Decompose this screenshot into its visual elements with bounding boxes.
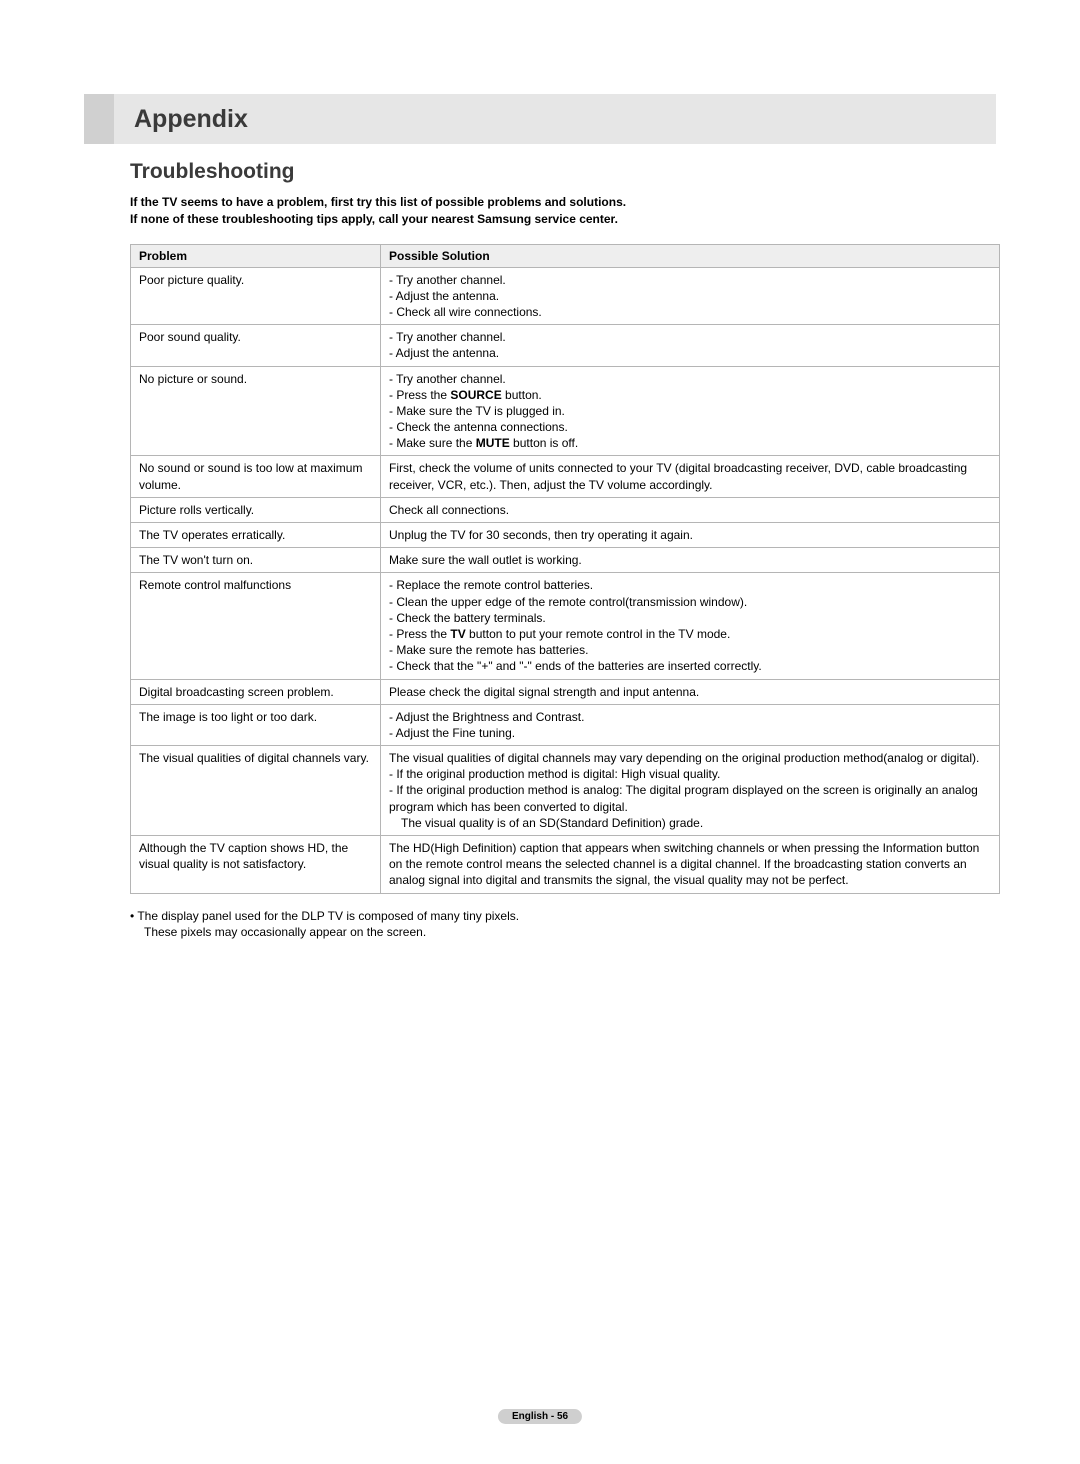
troubleshooting-table: Problem Possible Solution Poor picture q… — [130, 244, 1000, 894]
table-row: Poor sound quality.Try another channel.A… — [131, 325, 1000, 366]
problem-cell: Digital broadcasting screen problem. — [131, 679, 381, 704]
problem-cell: The TV won't turn on. — [131, 548, 381, 573]
problem-cell: Picture rolls vertically. — [131, 497, 381, 522]
solution-cell: Check all connections. — [381, 497, 1000, 522]
solution-cell: The visual qualities of digital channels… — [381, 746, 1000, 836]
table-row: Remote control malfunctionsReplace the r… — [131, 573, 1000, 679]
table-row: The image is too light or too dark.Adjus… — [131, 704, 1000, 745]
solution-cell: Try another channel.Adjust the antenna. — [381, 325, 1000, 366]
problem-cell: Poor picture quality. — [131, 267, 381, 325]
table-row: No picture or sound.Try another channel.… — [131, 366, 1000, 456]
content-area: Troubleshooting If the TV seems to have … — [130, 160, 1000, 940]
solution-cell: First, check the volume of units connect… — [381, 456, 1000, 497]
problem-cell: Poor sound quality. — [131, 325, 381, 366]
table-row: The TV won't turn on.Make sure the wall … — [131, 548, 1000, 573]
solution-cell: Adjust the Brightness and Contrast.Adjus… — [381, 704, 1000, 745]
header-band: Appendix — [84, 94, 996, 144]
problem-cell: Although the TV caption shows HD, the vi… — [131, 836, 381, 894]
footnote: The display panel used for the DLP TV is… — [130, 908, 1000, 940]
intro-line2: If none of these troubleshooting tips ap… — [130, 212, 618, 226]
problem-cell: No sound or sound is too low at maximum … — [131, 456, 381, 497]
table-body: Poor picture quality.Try another channel… — [131, 267, 1000, 893]
header-problem: Problem — [131, 244, 381, 267]
footnote-line1: The display panel used for the DLP TV is… — [130, 908, 1000, 924]
table-row: The TV operates erratically.Unplug the T… — [131, 523, 1000, 548]
header-solution: Possible Solution — [381, 244, 1000, 267]
intro-line1: If the TV seems to have a problem, first… — [130, 195, 626, 209]
solution-cell: Please check the digital signal strength… — [381, 679, 1000, 704]
intro-text: If the TV seems to have a problem, first… — [130, 194, 1000, 228]
problem-cell: The TV operates erratically. — [131, 523, 381, 548]
problem-cell: The visual qualities of digital channels… — [131, 746, 381, 836]
table-row: Picture rolls vertically.Check all conne… — [131, 497, 1000, 522]
problem-cell: No picture or sound. — [131, 366, 381, 456]
solution-cell: Try another channel.Adjust the antenna.C… — [381, 267, 1000, 325]
problem-cell: Remote control malfunctions — [131, 573, 381, 679]
section-title: Troubleshooting — [130, 160, 1000, 184]
band-title: Appendix — [134, 105, 248, 134]
solution-cell: Try another channel.Press the SOURCE but… — [381, 366, 1000, 456]
solution-cell: The HD(High Definition) caption that app… — [381, 836, 1000, 894]
table-row: Poor picture quality.Try another channel… — [131, 267, 1000, 325]
footnote-line2: These pixels may occasionally appear on … — [130, 924, 1000, 940]
table-header-row: Problem Possible Solution — [131, 244, 1000, 267]
page-footer: English - 56 — [498, 1409, 582, 1424]
table-row: The visual qualities of digital channels… — [131, 746, 1000, 836]
solution-cell: Make sure the wall outlet is working. — [381, 548, 1000, 573]
problem-cell: The image is too light or too dark. — [131, 704, 381, 745]
band-stripe — [84, 94, 114, 144]
table-row: Although the TV caption shows HD, the vi… — [131, 836, 1000, 894]
table-row: No sound or sound is too low at maximum … — [131, 456, 1000, 497]
solution-cell: Replace the remote control batteries.Cle… — [381, 573, 1000, 679]
table-row: Digital broadcasting screen problem.Plea… — [131, 679, 1000, 704]
solution-cell: Unplug the TV for 30 seconds, then try o… — [381, 523, 1000, 548]
